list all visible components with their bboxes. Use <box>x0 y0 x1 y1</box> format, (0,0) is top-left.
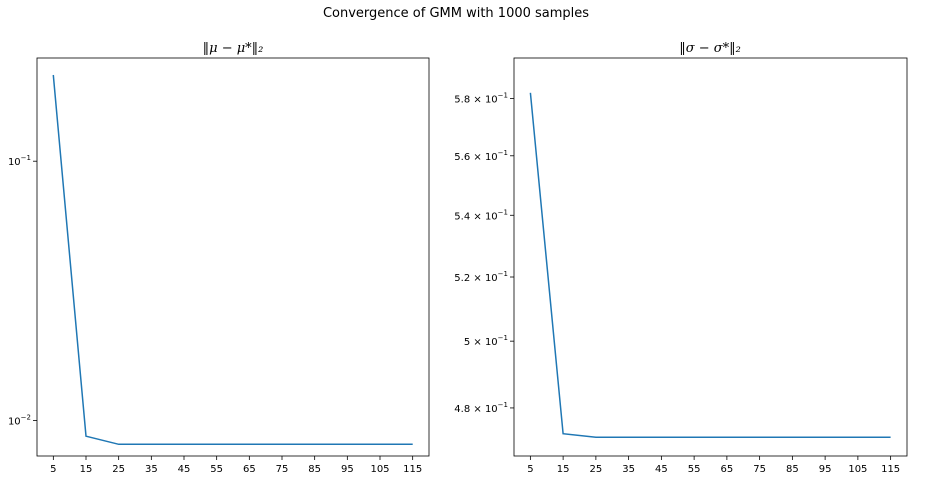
x-tick-label: 55 <box>210 464 223 475</box>
y-tick-exponent: −1 <box>498 149 508 157</box>
y-tick-exponent: −1 <box>498 91 508 99</box>
panel-sigma-series <box>529 92 891 438</box>
series-line <box>529 92 891 438</box>
y-tick-base: 10 <box>8 417 21 428</box>
y-tick-label: 5.4 × 10−1 <box>454 208 508 222</box>
x-tick-label: 35 <box>145 464 158 475</box>
y-tick-base: 10 <box>8 157 21 168</box>
x-tick-label: 75 <box>276 464 289 475</box>
y-tick-label: 5 × 10−1 <box>464 334 508 348</box>
y-tick-exponent: −1 <box>498 401 508 409</box>
x-tick-label: 15 <box>557 464 570 475</box>
panel-mu-series <box>52 74 413 446</box>
y-tick-exponent: −1 <box>498 270 508 278</box>
panel-mu-plot-area <box>36 57 430 457</box>
x-tick-label: 25 <box>590 464 603 475</box>
y-tick-mantissa: 5.4 × <box>454 211 485 222</box>
x-tick-label: 75 <box>753 464 766 475</box>
x-tick-label: 25 <box>112 464 125 475</box>
x-tick-label: 85 <box>786 464 799 475</box>
x-tick-label: 35 <box>622 464 635 475</box>
x-tick-label: 15 <box>80 464 93 475</box>
x-tick-label: 95 <box>341 464 354 475</box>
y-tick-mantissa: 5.2 × <box>454 273 485 284</box>
y-tick-label: 5.6 × 10−1 <box>454 149 508 163</box>
panel-sigma-plot-area <box>513 57 908 457</box>
x-tick-label: 85 <box>308 464 321 475</box>
x-tick-label: 5 <box>50 464 56 475</box>
x-tick-label: 105 <box>370 464 389 475</box>
y-tick-base: 10 <box>485 152 498 163</box>
x-tick-label: 115 <box>881 464 900 475</box>
panel-mu-y-axis: 10−110−2 <box>8 154 37 428</box>
panel-sigma-error: ‖σ − σ*‖₂ 5 15 25 35 45 55 65 75 85 95 105 115 5.8 … <box>454 41 908 475</box>
y-tick-label: 10−2 <box>8 414 31 428</box>
figure-suptitle: Convergence of GMM with 1000 samples <box>323 6 589 21</box>
x-tick-label: 105 <box>848 464 867 475</box>
y-tick-label: 4.8 × 10−1 <box>454 401 508 415</box>
y-tick-base: 10 <box>485 94 498 105</box>
y-tick-base: 10 <box>485 404 498 415</box>
y-tick-base: 10 <box>485 273 498 284</box>
y-tick-mantissa: 4.8 × <box>454 404 485 415</box>
x-tick-label: 65 <box>721 464 734 475</box>
x-tick-label: 115 <box>403 464 422 475</box>
panel-sigma-title: ‖σ − σ*‖₂ <box>679 41 741 56</box>
series-line <box>52 74 413 446</box>
y-tick-exponent: −2 <box>21 414 31 422</box>
panel-mu-error: ‖μ − μ*‖₂ 5 15 25 35 45 55 65 75 85 95 105 115 10−1… <box>8 41 430 475</box>
y-tick-exponent: −1 <box>21 154 31 162</box>
y-tick-mantissa: 5.8 × <box>454 94 485 105</box>
x-tick-label: 5 <box>527 464 533 475</box>
x-tick-label: 95 <box>819 464 832 475</box>
y-tick-mantissa: 5 × <box>464 337 485 348</box>
x-tick-label: 45 <box>655 464 668 475</box>
y-tick-label: 5.8 × 10−1 <box>454 91 508 105</box>
x-tick-label: 65 <box>243 464 256 475</box>
panel-sigma-x-axis: 5 15 25 35 45 55 65 75 85 95 105 115 <box>527 456 900 475</box>
y-tick-base: 10 <box>485 337 498 348</box>
x-tick-label: 55 <box>688 464 701 475</box>
x-tick-label: 45 <box>178 464 191 475</box>
y-tick-label: 5.2 × 10−1 <box>454 270 508 284</box>
y-tick-exponent: −1 <box>498 334 508 342</box>
y-tick-mantissa: 5.6 × <box>454 152 485 163</box>
panel-sigma-y-axis: 5.8 × 10−15.6 × 10−15.4 × 10−15.2 × 10−1… <box>454 91 514 415</box>
y-tick-base: 10 <box>485 211 498 222</box>
panel-mu-x-axis: 5 15 25 35 45 55 65 75 85 95 105 115 <box>50 456 422 475</box>
y-tick-exponent: −1 <box>498 208 508 216</box>
y-tick-label: 10−1 <box>8 154 31 168</box>
panel-mu-title: ‖μ − μ*‖₂ <box>203 41 264 56</box>
